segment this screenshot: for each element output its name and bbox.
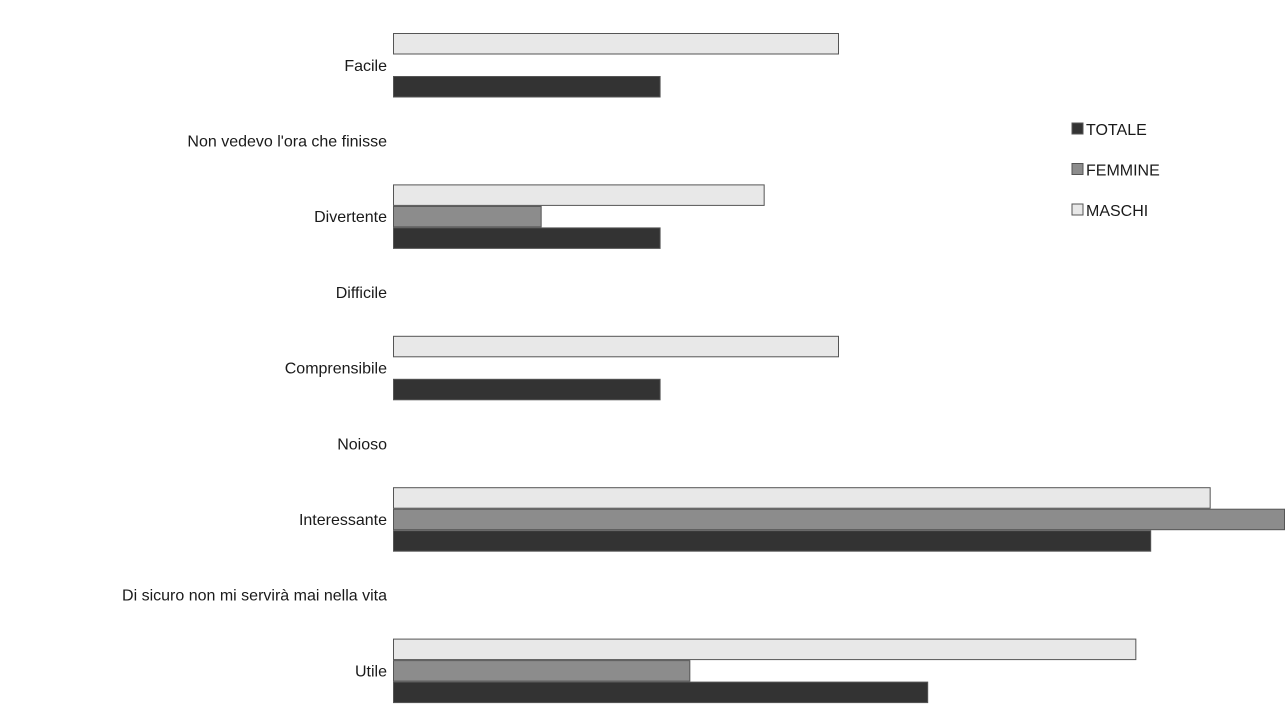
bar-totale-comprensibile xyxy=(393,378,661,401)
bar-maschi-interessante xyxy=(393,487,1211,509)
legend-swatch-femmine xyxy=(1071,163,1084,175)
category-label-noioso: Noioso xyxy=(337,436,387,453)
category-label-facile: Facile xyxy=(344,58,387,75)
bar-totale-interessante xyxy=(393,530,1152,552)
category-label-divertente: Divertente xyxy=(314,209,387,226)
legend-swatch-totale xyxy=(1071,122,1084,135)
legend: TOTALE FEMMINE MASCHI xyxy=(1071,122,1160,220)
bar-totale-divertente xyxy=(393,227,661,249)
bar-maschi-divertente xyxy=(393,184,765,206)
bar-maschi-comprensibile xyxy=(393,335,839,358)
legend-label-maschi: MASCHI xyxy=(1086,203,1148,220)
legend-swatch-maschi xyxy=(1071,203,1084,216)
category-label-non-vedevo-l-ora-che-finisse: Non vedevo l'ora che finisse xyxy=(187,133,387,150)
bar-totale-facile xyxy=(393,76,661,98)
bar-femmine-divertente xyxy=(393,205,542,228)
bar-maschi-utile xyxy=(393,638,1137,661)
category-label-comprensibile: Comprensibile xyxy=(285,361,387,378)
category-labels: Facile Non vedevo l'ora che finisse Divert… xyxy=(122,58,387,681)
bar-totale-utile xyxy=(393,681,929,704)
bar-femmine-utile xyxy=(393,660,691,682)
bar-femmine-interessante xyxy=(393,508,1285,531)
category-label-utile: Utile xyxy=(355,663,387,680)
legend-label-femmine: FEMMINE xyxy=(1086,163,1160,180)
category-label-difficile: Difficile xyxy=(336,285,387,302)
category-label-interessante: Interessante xyxy=(299,512,387,529)
bar-maschi-facile xyxy=(393,33,839,55)
bars xyxy=(393,33,1285,704)
legend-label-totale: TOTALE xyxy=(1086,122,1147,139)
category-label-di-sicuro-non-mi-servir-mai-nella-vita: Di sicuro non mi servirà mai nella vita xyxy=(122,588,387,605)
